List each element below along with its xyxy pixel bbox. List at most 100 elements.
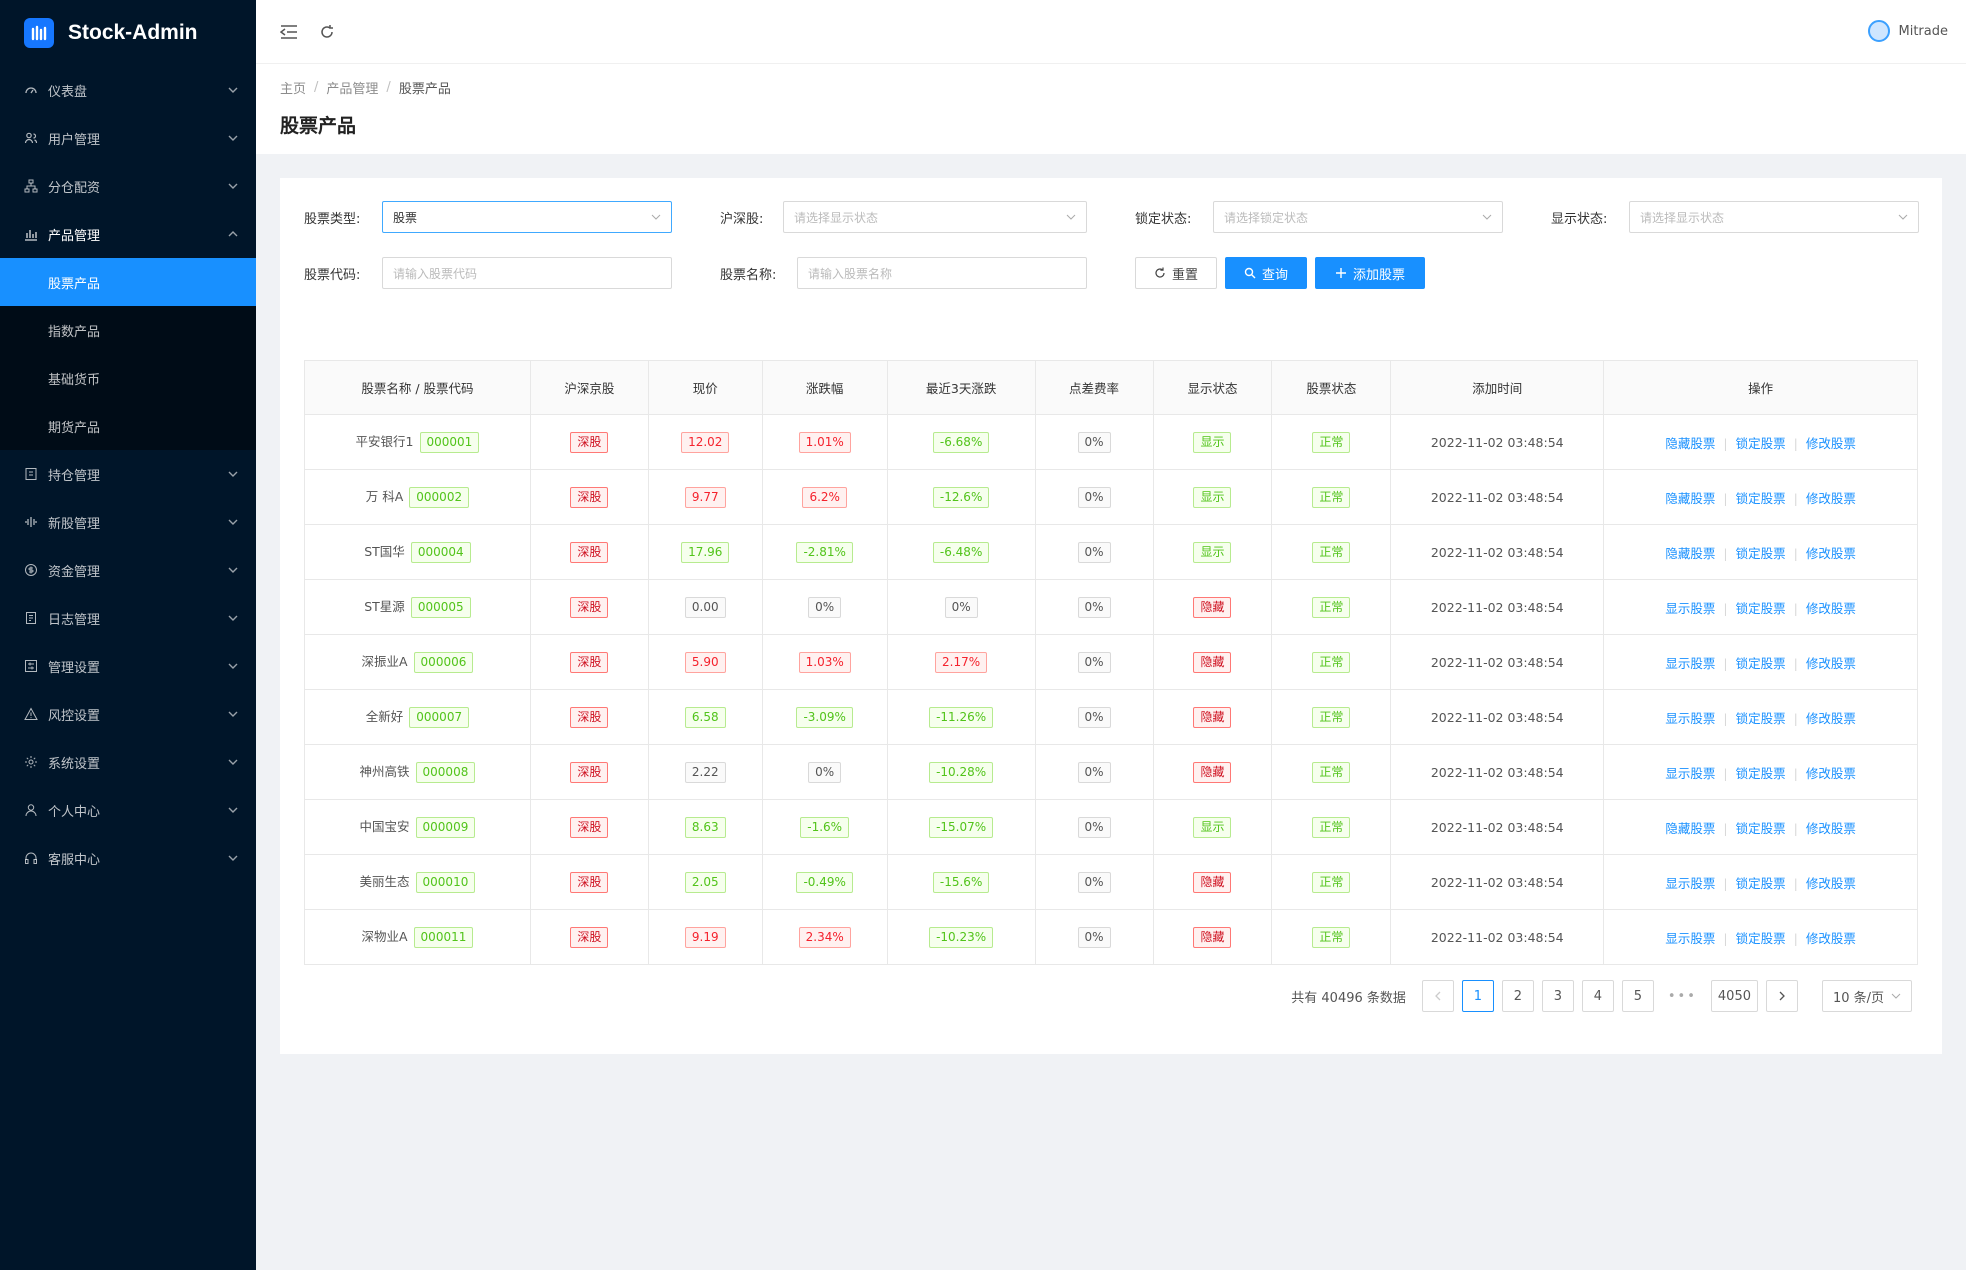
toggle-visibility-link[interactable]: 显示股票 bbox=[1665, 875, 1716, 891]
page-5-button[interactable]: 5 bbox=[1621, 980, 1654, 1012]
lock-stock-link[interactable]: 锁定股票 bbox=[1735, 820, 1786, 836]
sidebar-item-8[interactable]: 管理设置 bbox=[0, 642, 256, 690]
change3-tag: -10.28% bbox=[929, 761, 994, 783]
sidebar-item-3[interactable]: 产品管理 bbox=[0, 210, 256, 258]
show-cell: 隐藏 bbox=[1152, 579, 1273, 635]
sidebar-item-2[interactable]: 分仓配资 bbox=[0, 162, 256, 210]
sidebar-item-5[interactable]: 新股管理 bbox=[0, 498, 256, 546]
logo[interactable]: Stock-Admin bbox=[0, 0, 256, 66]
stock-name: 美丽生态 bbox=[359, 874, 410, 889]
exchange-select[interactable]: 请选择显示状态 bbox=[783, 201, 1087, 233]
market-cell: 深股 bbox=[529, 414, 649, 470]
breadcrumb-home[interactable]: 主页 bbox=[280, 82, 307, 97]
app-title: Stock-Admin bbox=[68, 21, 198, 44]
page-last-button[interactable]: 4050 bbox=[1710, 980, 1758, 1012]
breadcrumb-product[interactable]: 产品管理 bbox=[326, 82, 379, 97]
spread-cell: 0% bbox=[1034, 799, 1154, 855]
lock-stock-link[interactable]: 锁定股票 bbox=[1735, 765, 1786, 781]
refresh-icon[interactable] bbox=[316, 21, 338, 43]
sidebar-subitem-3[interactable]: 期货产品 bbox=[48, 420, 101, 436]
toggle-visibility-link[interactable]: 显示股票 bbox=[1665, 930, 1716, 946]
toggle-visibility-link[interactable]: 显示股票 bbox=[1665, 655, 1716, 671]
prev-page-button[interactable] bbox=[1421, 980, 1454, 1012]
lock-status-select[interactable]: 请选择锁定状态 bbox=[1213, 201, 1503, 233]
page-3-button[interactable]: 3 bbox=[1541, 980, 1574, 1012]
sidebar-subitem-2[interactable]: 基础货币 bbox=[48, 372, 101, 388]
market-tag: 深股 bbox=[570, 706, 609, 728]
menu-fold-icon[interactable] bbox=[278, 21, 300, 43]
stock-code-input[interactable]: 请输入股票代码 bbox=[382, 257, 672, 289]
sidebar-subitem-0[interactable]: 股票产品 bbox=[0, 258, 256, 306]
market-cell: 深股 bbox=[529, 799, 649, 855]
sidebar-item-label: 管理设置 bbox=[48, 660, 101, 676]
reset-button[interactable]: 重置 bbox=[1135, 257, 1217, 289]
change-cell: -1.6% bbox=[761, 799, 888, 855]
page-2-button[interactable]: 2 bbox=[1501, 980, 1534, 1012]
toggle-visibility-link[interactable]: 显示股票 bbox=[1665, 600, 1716, 616]
page-4-button[interactable]: 4 bbox=[1581, 980, 1614, 1012]
toggle-visibility-link[interactable]: 隐藏股票 bbox=[1665, 545, 1716, 561]
stock-status-tag: 正常 bbox=[1312, 596, 1351, 618]
status-cell: 正常 bbox=[1271, 799, 1392, 855]
toggle-visibility-link[interactable]: 隐藏股票 bbox=[1665, 435, 1716, 451]
status-cell: 正常 bbox=[1271, 909, 1392, 965]
user-menu[interactable]: Mitrade bbox=[1867, 20, 1948, 42]
page-1-button[interactable]: 1 bbox=[1461, 980, 1494, 1012]
market-cell: 深股 bbox=[529, 854, 649, 910]
query-button[interactable]: 查询 bbox=[1225, 257, 1307, 289]
show-status-tag: 显示 bbox=[1193, 486, 1232, 508]
spread-cell: 0% bbox=[1034, 634, 1154, 690]
table-row: 美丽生态 000010 深股 2.05 -0.49% -15.6% 0% 隐藏 正常 2022-1… bbox=[304, 854, 1918, 910]
page-size-select[interactable]: 10 条/页 bbox=[1822, 980, 1912, 1012]
toggle-visibility-link[interactable]: 隐藏股票 bbox=[1665, 820, 1716, 836]
edit-stock-link[interactable]: 修改股票 bbox=[1805, 600, 1856, 616]
chevron-down-icon bbox=[1891, 993, 1901, 999]
sidebar-item-6[interactable]: 资金管理 bbox=[0, 546, 256, 594]
sidebar-item-10[interactable]: 系统设置 bbox=[0, 738, 256, 786]
stock-type-select[interactable]: 股票 bbox=[382, 201, 672, 233]
sidebar-item-4[interactable]: 持仓管理 bbox=[0, 450, 256, 498]
sidebar-item-0[interactable]: 仪表盘 bbox=[0, 66, 256, 114]
change3-cell: -15.07% bbox=[886, 799, 1036, 855]
toggle-visibility-link[interactable]: 显示股票 bbox=[1665, 710, 1716, 726]
name-cell: 全新好 000007 bbox=[304, 689, 531, 745]
edit-stock-link[interactable]: 修改股票 bbox=[1805, 655, 1856, 671]
edit-stock-link[interactable]: 修改股票 bbox=[1805, 545, 1856, 561]
pagination-ellipsis[interactable]: ••• bbox=[1661, 980, 1703, 1012]
stock-code-placeholder: 请输入股票代码 bbox=[393, 266, 478, 281]
edit-stock-link[interactable]: 修改股票 bbox=[1805, 820, 1856, 836]
stock-name-label: 股票名称: bbox=[720, 267, 777, 283]
top-header: Mitrade bbox=[256, 0, 1966, 64]
lock-stock-link[interactable]: 锁定股票 bbox=[1735, 875, 1786, 891]
lock-stock-link[interactable]: 锁定股票 bbox=[1735, 655, 1786, 671]
page-title: 股票产品 bbox=[280, 115, 357, 137]
edit-stock-link[interactable]: 修改股票 bbox=[1805, 765, 1856, 781]
toggle-visibility-link[interactable]: 显示股票 bbox=[1665, 765, 1716, 781]
edit-stock-link[interactable]: 修改股票 bbox=[1805, 875, 1856, 891]
lock-stock-link[interactable]: 锁定股票 bbox=[1735, 600, 1786, 616]
divider: | bbox=[1793, 655, 1798, 671]
sidebar-item-7[interactable]: 日志管理 bbox=[0, 594, 256, 642]
column-header: 沪深京股 bbox=[529, 360, 649, 415]
toggle-visibility-link[interactable]: 隐藏股票 bbox=[1665, 490, 1716, 506]
lock-stock-link[interactable]: 锁定股票 bbox=[1735, 435, 1786, 451]
lock-stock-link[interactable]: 锁定股票 bbox=[1735, 930, 1786, 946]
next-page-button[interactable] bbox=[1766, 980, 1798, 1012]
sidebar-item-9[interactable]: 风控设置 bbox=[0, 690, 256, 738]
lock-stock-link[interactable]: 锁定股票 bbox=[1735, 710, 1786, 726]
stock-name: 深振业A bbox=[361, 654, 408, 669]
sidebar-item-11[interactable]: 个人中心 bbox=[0, 786, 256, 834]
stock-name-input[interactable]: 请输入股票名称 bbox=[797, 257, 1087, 289]
sidebar-item-12[interactable]: 客服中心 bbox=[0, 834, 256, 882]
lock-stock-link[interactable]: 锁定股票 bbox=[1735, 545, 1786, 561]
show-status-select[interactable]: 请选择显示状态 bbox=[1629, 201, 1919, 233]
edit-stock-link[interactable]: 修改股票 bbox=[1805, 710, 1856, 726]
sidebar-subitem-1[interactable]: 指数产品 bbox=[48, 324, 101, 340]
edit-stock-link[interactable]: 修改股票 bbox=[1805, 930, 1856, 946]
edit-stock-link[interactable]: 修改股票 bbox=[1805, 490, 1856, 506]
add-stock-button[interactable]: 添加股票 bbox=[1315, 257, 1425, 289]
edit-stock-link[interactable]: 修改股票 bbox=[1805, 435, 1856, 451]
lock-stock-link[interactable]: 锁定股票 bbox=[1735, 490, 1786, 506]
name-cell: 深振业A 000006 bbox=[304, 634, 531, 690]
sidebar-item-1[interactable]: 用户管理 bbox=[0, 114, 256, 162]
